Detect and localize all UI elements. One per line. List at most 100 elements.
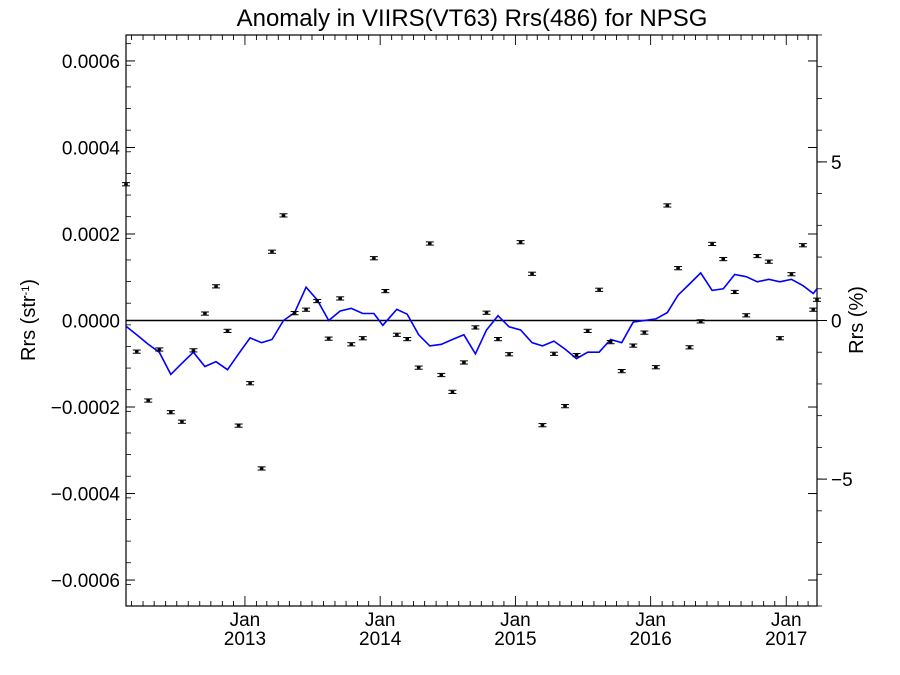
y2-tick-label: 0 xyxy=(831,312,842,333)
y2-axis-label: Rrs (%) xyxy=(846,286,868,354)
point-marker xyxy=(563,405,567,408)
point-marker xyxy=(597,288,601,291)
point-marker xyxy=(180,420,184,423)
data-point xyxy=(764,259,773,264)
point-marker xyxy=(191,349,196,352)
point-marker xyxy=(665,204,670,207)
data-point xyxy=(336,296,345,301)
data-point xyxy=(787,272,796,277)
data-point xyxy=(775,336,784,341)
data-point xyxy=(166,410,175,415)
point-marker xyxy=(169,411,173,414)
data-point xyxy=(493,337,502,342)
data-point xyxy=(132,349,141,354)
point-marker xyxy=(326,337,331,340)
point-marker xyxy=(767,260,771,263)
data-point xyxy=(730,289,739,295)
y-tick-label: −0.0006 xyxy=(51,571,120,592)
point-marker xyxy=(710,242,714,246)
point-marker xyxy=(416,366,421,369)
data-point xyxy=(753,253,762,259)
y-tick-label: −0.0002 xyxy=(51,398,120,419)
data-point xyxy=(437,372,446,378)
data-point xyxy=(257,466,266,471)
data-point xyxy=(708,241,717,247)
point-marker xyxy=(124,183,128,186)
y2-tick-label: 5 xyxy=(831,153,842,174)
point-marker xyxy=(134,350,139,353)
data-point xyxy=(528,271,537,276)
data-point xyxy=(290,311,299,316)
point-marker xyxy=(360,337,365,340)
point-marker xyxy=(608,341,613,344)
data-point xyxy=(324,336,333,341)
data-point xyxy=(516,240,525,245)
point-marker xyxy=(585,329,590,332)
x-tick-month-label: Jan xyxy=(500,610,531,631)
data-point xyxy=(358,336,367,341)
data-point xyxy=(572,353,581,358)
data-point xyxy=(561,404,570,409)
data-point xyxy=(583,328,592,333)
right-axis-ticks: 5 0 −5 xyxy=(817,34,853,607)
data-point xyxy=(459,360,468,365)
point-marker xyxy=(654,366,658,369)
point-marker xyxy=(281,214,286,217)
point-marker xyxy=(349,343,354,346)
data-point xyxy=(189,348,198,353)
point-marker xyxy=(574,354,579,357)
point-marker xyxy=(755,254,760,258)
point-marker xyxy=(270,250,274,253)
point-marker xyxy=(815,298,819,301)
data-point xyxy=(595,287,604,292)
point-marker xyxy=(146,399,151,402)
point-marker xyxy=(292,312,297,315)
x-tick-month-label: Jan xyxy=(771,610,802,631)
x-tick-year-label: 2014 xyxy=(359,629,402,650)
data-point xyxy=(302,307,311,312)
data-point xyxy=(425,241,434,246)
data-point xyxy=(267,249,276,254)
point-marker xyxy=(439,373,444,377)
y2-tick-label: −5 xyxy=(831,470,853,491)
data-point xyxy=(663,203,672,208)
data-point xyxy=(414,365,423,370)
point-marker xyxy=(631,344,636,347)
point-marker xyxy=(552,352,556,355)
data-point xyxy=(685,345,694,350)
point-marker xyxy=(462,361,466,364)
point-marker xyxy=(540,424,545,427)
point-marker xyxy=(338,297,342,300)
point-marker xyxy=(405,338,410,341)
point-marker xyxy=(642,331,647,334)
data-point xyxy=(144,398,153,403)
data-point xyxy=(813,297,821,302)
data-point xyxy=(403,337,412,342)
data-point xyxy=(482,310,491,315)
point-marker xyxy=(157,348,162,351)
data-point xyxy=(719,256,728,262)
point-marker xyxy=(732,290,737,294)
data-point xyxy=(471,325,480,330)
x-tick-month-label: Jan xyxy=(230,610,261,631)
x-tick-month-label: Jan xyxy=(365,610,396,631)
data-point xyxy=(629,343,638,348)
point-marker xyxy=(484,311,489,314)
point-marker xyxy=(372,257,376,260)
point-marker xyxy=(518,241,523,244)
point-marker xyxy=(778,337,782,340)
data-point xyxy=(177,419,186,424)
y-tick-label: −0.0004 xyxy=(51,485,121,506)
point-marker xyxy=(473,326,478,329)
data-point xyxy=(606,340,615,345)
point-marker xyxy=(203,312,207,315)
point-marker xyxy=(315,299,319,303)
chart-title: Anomaly in VIIRS(VT63) Rrs(486) for NPSG xyxy=(237,5,708,32)
series-points-anomaly xyxy=(122,182,821,471)
data-point xyxy=(798,243,807,248)
data-point xyxy=(549,351,558,356)
point-marker xyxy=(259,467,264,470)
point-marker xyxy=(496,338,500,341)
